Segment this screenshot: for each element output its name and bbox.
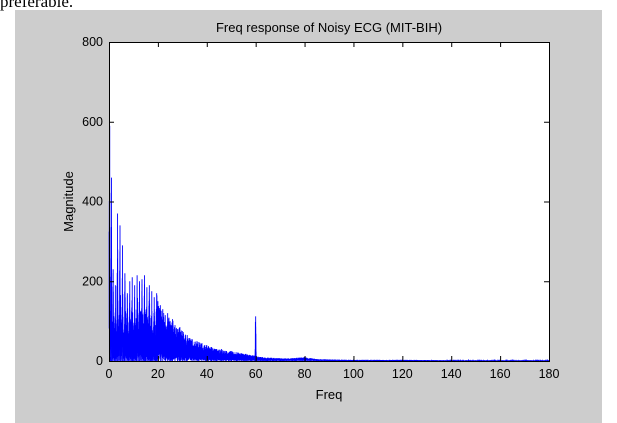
y-tick-label: 200 — [82, 274, 103, 288]
plot-area — [109, 42, 549, 361]
figure-window: Freq response of Noisy ECG (MIT-BIH) 0 20… — [15, 10, 602, 423]
chart-title: Freq response of Noisy ECG (MIT-BIH) — [216, 20, 442, 35]
chart: Freq response of Noisy ECG (MIT-BIH) 0 20… — [61, 20, 559, 402]
x-tick-label: 60 — [249, 367, 263, 381]
page-top-text: preferable. — [0, 0, 74, 11]
x-tick-label: 180 — [539, 367, 560, 381]
x-tick-label: 100 — [343, 367, 364, 381]
x-tick-label: 140 — [441, 367, 462, 381]
y-tick-label: 0 — [96, 354, 103, 368]
series-layer — [108, 125, 550, 363]
y-tick-label: 600 — [82, 115, 103, 129]
y-axis-label: Magnitude — [61, 171, 76, 232]
x-tick-label: 160 — [490, 367, 511, 381]
x-axis-label: Freq — [316, 387, 343, 402]
x-tick-label: 40 — [200, 367, 214, 381]
x-tick-label: 120 — [392, 367, 413, 381]
y-tick-label: 800 — [82, 35, 103, 49]
x-tick-label: 20 — [151, 367, 165, 381]
y-tick-label: 400 — [82, 195, 103, 209]
x-tick-label: 0 — [106, 367, 113, 381]
ticks-layer: 0 20 40 60 80 100 120 140 160 180 0 200 400 600 800 — [82, 35, 559, 381]
x-tick-label: 80 — [298, 367, 312, 381]
